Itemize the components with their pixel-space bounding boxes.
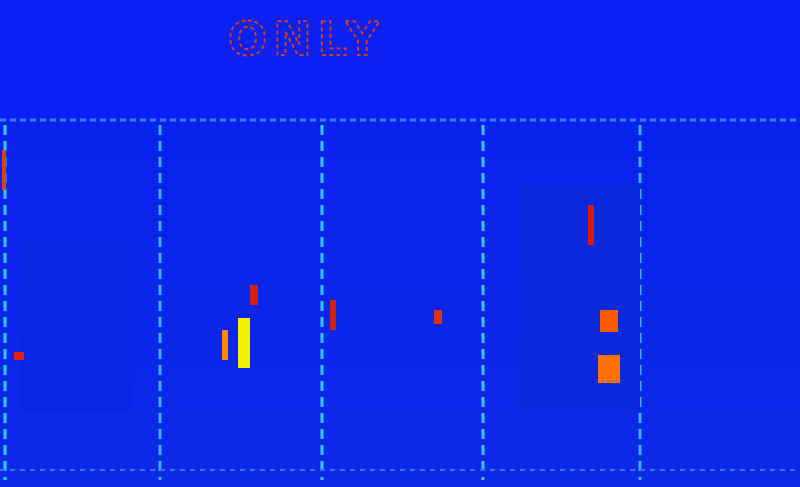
hotspot [238,318,250,368]
hotspot [600,310,618,332]
display-panel [20,240,130,410]
display-panel [520,185,640,410]
hotspots [2,150,620,383]
hotspot [588,205,594,245]
hotspot [2,150,6,190]
hotspot [598,355,620,383]
fascia [0,0,800,118]
hotspot [14,352,24,360]
hotspot [250,285,258,305]
hotspot [222,330,228,360]
store-sign: ONLY [228,12,385,66]
hotspot [434,310,442,324]
hotspot [330,300,336,330]
